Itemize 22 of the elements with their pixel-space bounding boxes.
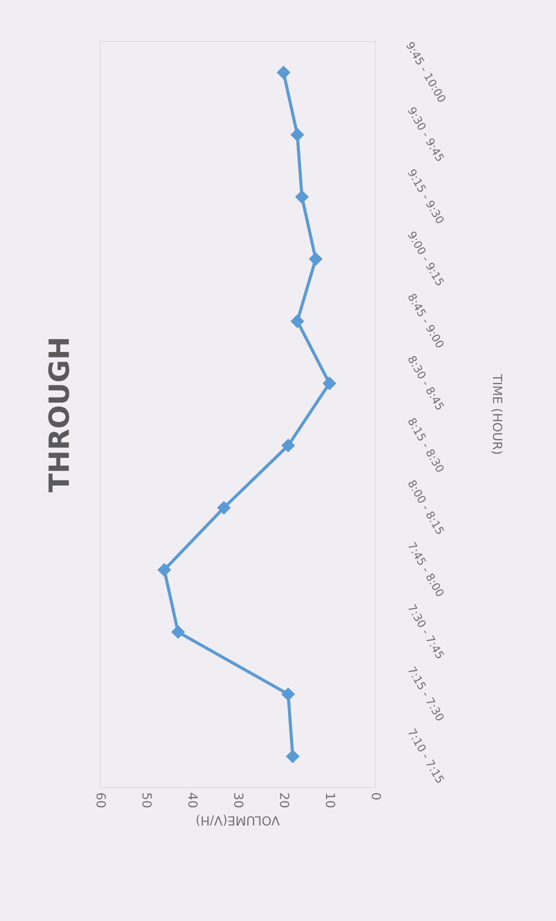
point: [290, 314, 304, 328]
point: [309, 252, 322, 266]
x-tick-label: 30: [234, 793, 244, 808]
point: [290, 128, 304, 142]
point: [282, 438, 295, 452]
point: [295, 190, 308, 204]
x-tick-label: 20: [280, 793, 290, 808]
x-tick-label: 60: [96, 793, 106, 808]
x-tick-label: 0: [372, 793, 382, 800]
text: THROUGH: [48, 339, 70, 492]
point: [282, 688, 295, 701]
x-tick-label: 10: [326, 794, 336, 808]
x-axis-title: VOLUME(V/H): [196, 814, 280, 826]
x-tick-label: 40: [188, 792, 198, 808]
point: [322, 376, 336, 390]
point: [276, 66, 290, 80]
x-tick-label: 50: [142, 793, 152, 808]
point: [171, 625, 185, 639]
point: [286, 750, 300, 763]
point: [158, 563, 171, 576]
point: [217, 501, 231, 514]
y-axis-title: TIME (HOUR): [491, 374, 503, 454]
